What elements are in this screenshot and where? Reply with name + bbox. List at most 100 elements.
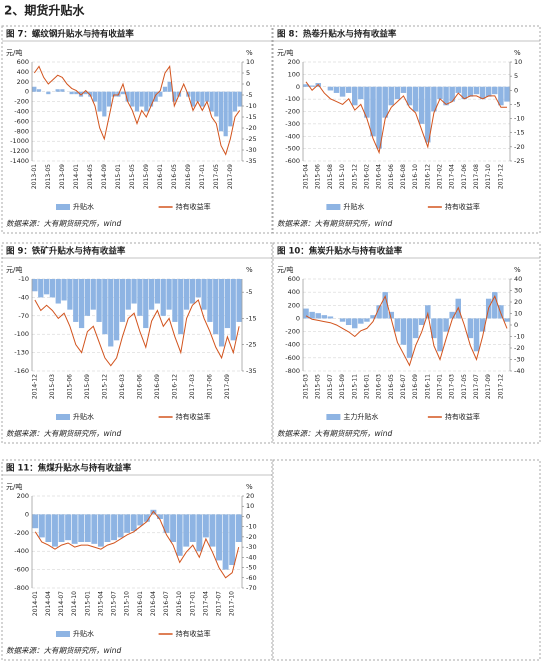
bar bbox=[137, 279, 143, 316]
y-tick-label: -400 bbox=[285, 132, 300, 140]
bar bbox=[204, 91, 210, 102]
bar bbox=[91, 514, 98, 544]
legend-swatch bbox=[56, 414, 70, 420]
y-tick-label: -600 bbox=[14, 117, 29, 125]
y-tick-label: -500 bbox=[285, 145, 300, 153]
y-tick-label: 600 bbox=[288, 275, 300, 283]
bar bbox=[461, 86, 468, 100]
chart-title: 图 11：焦煤升贴水与持有收益率 bbox=[6, 463, 132, 474]
bar bbox=[78, 279, 85, 329]
bar bbox=[498, 86, 504, 106]
legend-swatch bbox=[56, 631, 70, 637]
x-tick-label: 2015-10 bbox=[124, 591, 131, 616]
legend-label: 持有收益率 bbox=[445, 412, 480, 421]
x-tick-label: 2017-09 bbox=[485, 374, 492, 399]
x-tick-label: 2015-01 bbox=[84, 591, 91, 616]
bar bbox=[130, 91, 135, 107]
y-tick-label: -600 bbox=[285, 354, 300, 362]
legend-label: 升贴水 bbox=[343, 202, 364, 211]
x-tick-label: 2016-04 bbox=[376, 164, 383, 189]
y2-tick-label: -10 bbox=[246, 523, 257, 531]
bar bbox=[96, 279, 102, 322]
bar bbox=[339, 86, 346, 97]
bar bbox=[36, 89, 42, 92]
y2-tick-label: -40 bbox=[514, 367, 525, 375]
y2-axis-label: % bbox=[246, 266, 253, 274]
bar bbox=[400, 318, 407, 345]
y-tick-label: -200 bbox=[14, 529, 29, 537]
y2-tick-label: 0 bbox=[246, 80, 250, 88]
bar bbox=[97, 514, 104, 547]
bar bbox=[418, 86, 425, 124]
y2-tick-label: -10 bbox=[514, 333, 525, 341]
y-tick-label: -70 bbox=[18, 312, 29, 320]
bar bbox=[162, 86, 168, 92]
x-tick-label: 2016-07 bbox=[163, 591, 170, 616]
y-tick-label: -160 bbox=[14, 367, 29, 375]
bar bbox=[230, 279, 236, 341]
panel-border bbox=[272, 25, 541, 234]
y2-tick-label: -25 bbox=[514, 157, 525, 165]
x-tick-label: 2017-03 bbox=[189, 374, 196, 399]
x-tick-label: 2016-09 bbox=[185, 164, 192, 189]
bar bbox=[183, 514, 190, 547]
bar bbox=[163, 514, 170, 533]
bar bbox=[492, 292, 498, 319]
y2-tick-label: -5 bbox=[246, 91, 252, 99]
bar bbox=[394, 86, 401, 100]
bar bbox=[166, 279, 172, 310]
x-tick-label: 2017-12 bbox=[497, 374, 504, 399]
bar bbox=[97, 91, 102, 112]
bar bbox=[157, 514, 163, 519]
source-note: 数据来源：大有期货研究所，wind bbox=[6, 646, 121, 655]
y2-tick-label: -30 bbox=[246, 543, 257, 551]
bar bbox=[202, 514, 209, 538]
bar bbox=[84, 514, 91, 542]
x-tick-label: 2015-10 bbox=[339, 164, 346, 189]
bar bbox=[196, 514, 203, 552]
x-tick-label: 2015-04 bbox=[303, 164, 310, 189]
x-tick-label: 2016-12 bbox=[424, 164, 431, 189]
legend-label: 主力升贴水 bbox=[343, 412, 378, 421]
bar bbox=[131, 279, 137, 304]
bar bbox=[125, 91, 130, 102]
bar bbox=[172, 91, 177, 102]
bar bbox=[352, 86, 358, 106]
x-tick-label: 2017-06 bbox=[206, 374, 213, 399]
y2-tick-label: 5 bbox=[514, 72, 518, 80]
legend-label: 持有收益率 bbox=[445, 202, 480, 211]
bar bbox=[200, 91, 205, 107]
x-tick-label: 2017-02 bbox=[436, 164, 443, 189]
x-tick-label: 2013-05 bbox=[45, 164, 52, 189]
bar bbox=[167, 81, 172, 92]
bar bbox=[183, 279, 190, 310]
bar bbox=[213, 279, 219, 335]
x-tick-label: 2014-10 bbox=[71, 591, 78, 616]
bar bbox=[45, 514, 52, 542]
x-tick-label: 2015-07 bbox=[327, 374, 334, 399]
x-tick-label: 2016-12 bbox=[171, 374, 178, 399]
y-tick-label: -200 bbox=[285, 328, 300, 336]
bar bbox=[504, 318, 510, 322]
bar bbox=[479, 86, 486, 100]
bar bbox=[201, 279, 207, 310]
bar bbox=[67, 279, 73, 310]
y2-tick-label: 10 bbox=[246, 58, 254, 66]
bar bbox=[178, 279, 184, 335]
y-tick-label: 200 bbox=[288, 301, 300, 309]
y-tick-label: 0 bbox=[296, 314, 300, 322]
y-tick-label: 400 bbox=[17, 68, 29, 76]
bar bbox=[139, 91, 144, 107]
bar bbox=[78, 514, 85, 542]
bar bbox=[32, 86, 37, 92]
y2-axis-label: % bbox=[514, 49, 521, 57]
y2-axis-label: % bbox=[246, 483, 253, 491]
bar bbox=[345, 318, 352, 325]
bar bbox=[437, 318, 443, 352]
chart-title: 图 9：铁矿升贴水与持有收益率 bbox=[6, 246, 126, 257]
x-tick-label: 2016-01 bbox=[157, 164, 164, 189]
bar bbox=[222, 514, 229, 570]
bar bbox=[406, 318, 413, 358]
bar bbox=[376, 305, 382, 319]
bar bbox=[214, 91, 219, 117]
